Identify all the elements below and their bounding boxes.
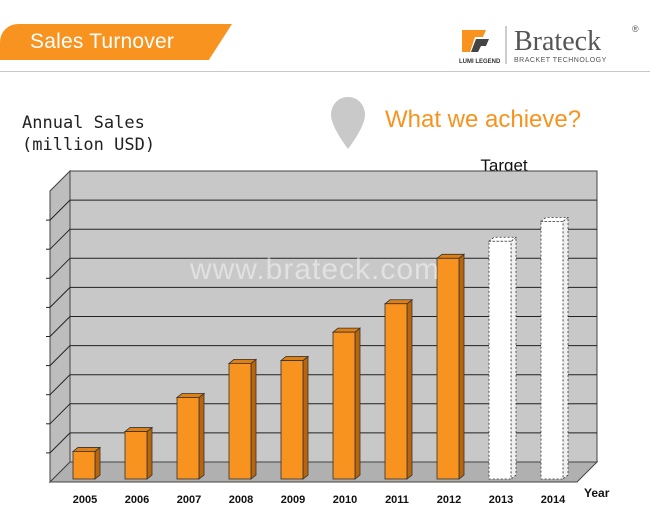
x-tick-label-2011: 2011: [385, 494, 409, 506]
bar-2006: [124, 431, 148, 480]
bar-top-2010: [331, 327, 362, 333]
x-tick-label-2006: 2006: [125, 494, 149, 506]
x-tick-label-2007: 2007: [177, 494, 201, 506]
header-divider: [0, 71, 650, 72]
gridline-side: [49, 403, 71, 425]
bar-top-2006: [123, 427, 154, 432]
y-axis-title-line1: Annual Sales: [22, 113, 145, 133]
brand-name: Brateck: [514, 26, 601, 57]
bar-2012: [436, 257, 460, 480]
brand-tagline: BRACKET TECHNOLOGY: [514, 57, 607, 64]
page-title: Sales Turnover: [30, 30, 175, 53]
bar-top-2005: [71, 447, 102, 452]
bar-side-2012: [458, 253, 465, 480]
bar-side-2013: [510, 236, 517, 480]
bar-top-2011: [383, 299, 414, 305]
bar-side-2005: [94, 446, 101, 480]
x-tick-label-2013: 2013: [489, 494, 513, 506]
gridline-side: [49, 432, 71, 454]
bar-top-2007: [175, 393, 206, 398]
registered-mark: ®: [632, 24, 639, 34]
x-tick-label-2014: 2014: [541, 494, 566, 506]
lumi-legend-mark-icon: LUMI LEGEND: [459, 30, 501, 65]
gridline-side: [49, 374, 71, 396]
gridline-side: [49, 257, 71, 279]
bar-2013: [488, 240, 512, 480]
gridline-side: [49, 199, 71, 221]
brand-sub: LUMI LEGEND: [459, 59, 501, 65]
x-tick-label-2009: 2009: [281, 494, 305, 506]
brateck-logo: LUMI LEGEND Brateck ® BRACKET TECHNOLOGY: [459, 24, 639, 65]
x-tick-label-2008: 2008: [229, 494, 253, 506]
bar-2008: [228, 362, 252, 480]
target-label-line1: Target: [480, 156, 528, 175]
bar-side-2010: [354, 327, 361, 480]
bar-side-2007: [198, 392, 205, 480]
bar-2014: [540, 220, 564, 480]
header-tab: [0, 24, 232, 60]
bar-2007: [176, 397, 200, 480]
bar-2009: [280, 360, 304, 480]
bar-top-2009: [279, 356, 310, 361]
y-axis-title-line2: (million USD): [22, 135, 156, 155]
bar-2010: [332, 331, 356, 480]
headline: What we achieve?: [385, 106, 582, 133]
x-tick-label-2012: 2012: [437, 494, 461, 506]
gridline-side: [49, 228, 71, 250]
location-pin-icon: [331, 97, 365, 149]
gridline-side: [49, 345, 71, 366]
x-tick-label-2010: 2010: [333, 494, 357, 506]
bar-side-2011: [406, 298, 413, 480]
bar-top-2014: [539, 216, 570, 222]
bar-2011: [384, 303, 408, 480]
x-axis-title: Year: [584, 486, 610, 500]
bar-side-2009: [302, 355, 309, 480]
bar-top-2012: [435, 253, 466, 259]
gridline-side: [49, 287, 71, 308]
bar-top-2013: [487, 236, 518, 242]
y-axis-title: Annual Sales (million USD): [22, 112, 155, 156]
bar-2005: [72, 451, 96, 480]
bar-side-2006: [146, 426, 153, 480]
watermark: www.brateck.com: [189, 253, 440, 286]
gridline-side: [49, 316, 71, 337]
bar-top-2008: [227, 358, 258, 364]
bar-side-2008: [250, 358, 257, 480]
bar-side-2014: [562, 216, 569, 480]
x-tick-label-2005: 2005: [73, 494, 97, 506]
